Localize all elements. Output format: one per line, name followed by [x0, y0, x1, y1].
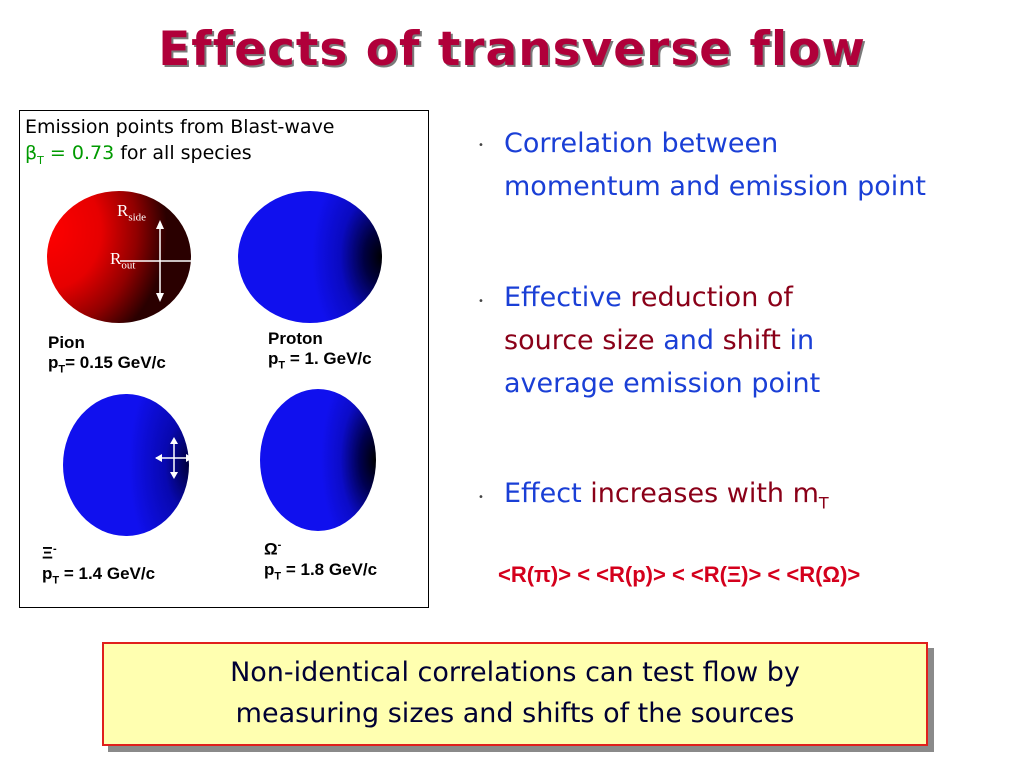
proton-emission-disc: [238, 191, 382, 323]
omega-emission-disc: [260, 389, 376, 531]
omega-label: Ω- pT = 1.8 GeV/c: [264, 539, 378, 583]
beta-symbol: β: [25, 142, 38, 164]
beta-subscript: T: [37, 153, 44, 167]
r-out-label: Rout: [110, 249, 136, 272]
bullet-marker-3: •: [478, 492, 484, 503]
bullet-marker-1: •: [478, 140, 484, 151]
xi-emission-disc: [63, 394, 189, 536]
slide-title: Effects of transverse flow: [158, 22, 866, 77]
bullet-3: Effect increases with mT: [504, 478, 829, 513]
conclusion-line2: measuring sizes and shifts of the source…: [235, 698, 795, 729]
bullet-marker-2: •: [478, 296, 484, 307]
r-side-label: Rside: [117, 201, 147, 224]
pion-label: Pion pT= 0.15 GeV/c: [48, 333, 166, 376]
conclusion-line1: Non-identical correlations can test flow…: [230, 657, 800, 688]
beta-value: = 0.73: [43, 142, 115, 164]
radius-inequality: <R(π)> < <R(p)> < <R(Ξ)> < <R(Ω)>: [498, 562, 861, 587]
bullet-1: Correlation between momentum and emissio…: [504, 128, 926, 202]
proton-label: Proton pT = 1. GeV/c: [268, 329, 372, 372]
pion-emission-disc: [47, 191, 191, 323]
caption-rest: for all species: [114, 142, 252, 164]
bullet-2: Effective reduction of source size and s…: [504, 282, 821, 399]
blast-wave-figure: Emission points from Blast-wave βT = 0.7…: [19, 110, 429, 608]
conclusion-box: Non-identical correlations can test flow…: [102, 642, 928, 746]
xi-axis-arrows: [155, 437, 193, 479]
xi-label: Ξ- pT = 1.4 GeV/c: [42, 543, 156, 587]
figure-caption-line2: βT = 0.73 for all species: [25, 142, 252, 167]
pion-axis-arrows: [120, 220, 200, 302]
figure-caption-line1: Emission points from Blast-wave: [25, 116, 335, 138]
